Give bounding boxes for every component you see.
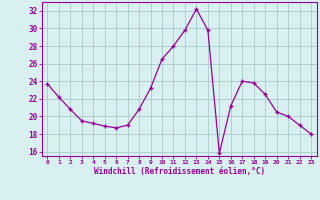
X-axis label: Windchill (Refroidissement éolien,°C): Windchill (Refroidissement éolien,°C) [94,167,265,176]
